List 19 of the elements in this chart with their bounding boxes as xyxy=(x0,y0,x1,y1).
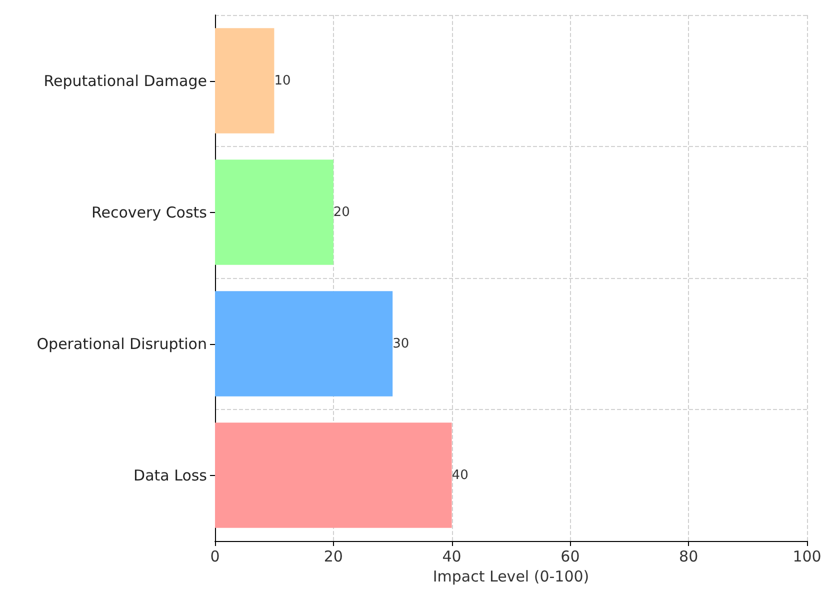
bar xyxy=(215,28,274,134)
data-label: 20 xyxy=(333,204,350,220)
x-tick-label: 0 xyxy=(210,548,220,566)
data-label: 30 xyxy=(392,336,410,352)
x-tick-label: 80 xyxy=(679,548,698,566)
data-label: 10 xyxy=(274,73,291,88)
x-tick-label: 60 xyxy=(560,548,580,566)
y-tick-label: Operational Disruption xyxy=(36,334,207,353)
x-tick-label: 100 xyxy=(792,548,822,566)
bar xyxy=(215,291,393,396)
bar xyxy=(215,160,334,265)
x-axis-title: Impact Level (0-100) xyxy=(432,568,590,586)
y-tick-label: Recovery Costs xyxy=(92,203,208,222)
data-label: 40 xyxy=(452,468,468,483)
x-tick-label: 20 xyxy=(324,548,343,566)
bar xyxy=(215,422,452,528)
x-tick-label: 40 xyxy=(442,548,462,566)
y-tick-label: Data Loss xyxy=(134,466,208,484)
y-tick-label: Reputational Damage xyxy=(44,72,207,90)
